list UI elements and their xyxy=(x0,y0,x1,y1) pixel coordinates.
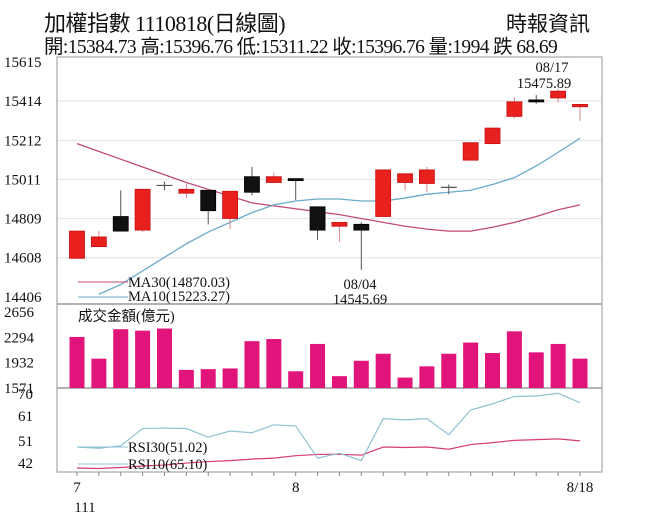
volume-bar xyxy=(135,330,151,388)
candle-body xyxy=(265,176,282,183)
volume-title: 成交金額(億元) xyxy=(78,307,175,325)
candle-body xyxy=(506,101,523,117)
volume-bar xyxy=(156,328,172,388)
rsi-y-tick: 42 xyxy=(18,456,33,472)
volume-bar xyxy=(310,343,326,388)
ma30-line xyxy=(76,143,581,232)
candle-body xyxy=(462,142,479,161)
rsi-y-tick: 70 xyxy=(18,387,33,403)
rsi30-legend: RSI30(51.02) xyxy=(128,440,208,456)
volume-bar xyxy=(441,353,457,388)
volume-bar xyxy=(91,358,107,388)
volume-y-tick: 1571 xyxy=(4,381,34,397)
volume-bar xyxy=(288,371,304,388)
volume-bar xyxy=(244,341,260,388)
y-tick-label: 14608 xyxy=(4,251,42,267)
candle-body xyxy=(550,90,567,99)
candle-body xyxy=(222,190,238,219)
y-tick-label: 15212 xyxy=(4,133,42,149)
rsi-y-tick: 61 xyxy=(18,409,33,425)
ma10-line xyxy=(98,137,581,295)
ma10-legend: MA10(15223.27) xyxy=(128,289,230,305)
volume-y-tick: 2294 xyxy=(4,330,35,346)
rsi10-legend: RSI10(65.10) xyxy=(128,457,208,473)
high-value-label: 15475.89 xyxy=(517,76,571,92)
chart-title: 加權指數 1110818(日線圖) xyxy=(44,11,286,36)
volume-bar xyxy=(419,366,435,388)
candle-body xyxy=(419,169,435,184)
candle-body xyxy=(331,221,348,227)
y-tick-label: 14406 xyxy=(4,290,42,306)
ma30-legend: MA30(14870.03) xyxy=(128,275,230,291)
candle-body xyxy=(90,236,107,248)
candle-body xyxy=(528,99,545,103)
source-label: 時報資訊 xyxy=(506,12,590,36)
low-date-label: 08/04 xyxy=(343,277,377,293)
candle-body xyxy=(244,176,260,193)
volume-bar xyxy=(113,329,129,388)
rsi-y-tick: 51 xyxy=(18,434,33,450)
candle-body xyxy=(375,169,392,217)
candle-body xyxy=(134,188,151,231)
ohlc-summary: 開:15384.73 高:15396.76 低:15311.22 收:15396… xyxy=(44,37,558,58)
volume-bar xyxy=(353,360,369,388)
candle-body xyxy=(200,189,217,212)
volume-bar xyxy=(485,353,501,388)
y-tick-label: 14809 xyxy=(4,212,42,228)
volume-y-tick: 2656 xyxy=(4,305,35,321)
volume-bar xyxy=(331,376,347,388)
candle-body xyxy=(397,173,413,183)
volume-bar xyxy=(397,377,413,388)
volume-bar xyxy=(572,358,588,388)
volume-bar xyxy=(178,369,194,388)
x-axis-label: 7 xyxy=(73,480,81,496)
volume-bar xyxy=(550,343,566,388)
candle-body xyxy=(178,188,195,194)
high-date-label: 08/17 xyxy=(535,60,568,76)
volume-y-tick: 1932 xyxy=(4,356,34,372)
chart-frame xyxy=(56,56,603,473)
y-tick-label: 15615 xyxy=(4,55,42,71)
x-axis-label: 8/18 xyxy=(567,480,594,496)
y-tick-label: 15011 xyxy=(4,172,41,188)
candle-body xyxy=(484,127,501,145)
volume-bar xyxy=(200,369,216,388)
volume-bar xyxy=(506,331,522,388)
low-value-label: 14545.69 xyxy=(333,292,387,308)
candle-body xyxy=(353,223,370,231)
x-axis-label: 8 xyxy=(292,480,300,496)
volume-bar xyxy=(266,339,282,388)
volume-bar xyxy=(528,352,544,388)
x-axis-sublabel: 111 xyxy=(74,500,95,516)
volume-bar xyxy=(222,368,238,388)
candle-body xyxy=(572,104,588,108)
candle-body xyxy=(309,206,326,231)
volume-bar xyxy=(463,342,479,388)
volume-bar xyxy=(69,336,85,388)
candle-body xyxy=(112,216,129,232)
candle-body xyxy=(69,230,85,259)
candle-body xyxy=(287,178,304,182)
y-tick-label: 15414 xyxy=(4,94,42,110)
volume-bar xyxy=(375,353,391,388)
rsi10-line xyxy=(76,392,581,462)
rsi30-line xyxy=(76,438,581,470)
